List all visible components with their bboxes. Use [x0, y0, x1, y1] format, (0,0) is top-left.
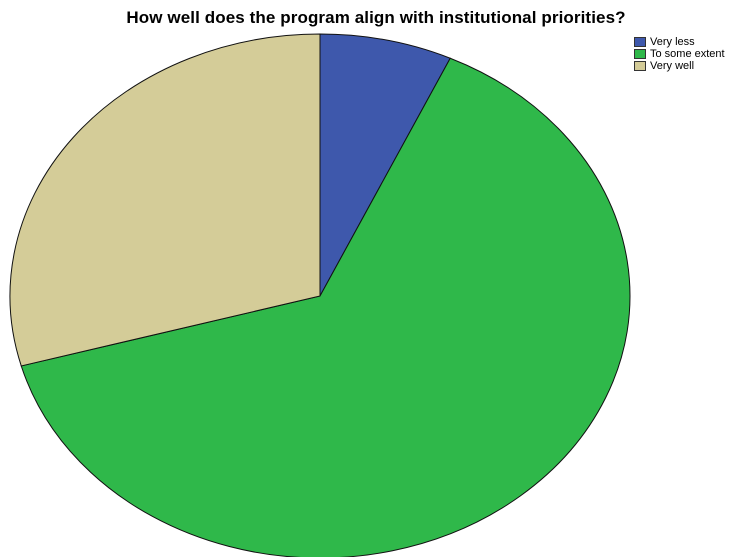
legend-item: Very less	[634, 36, 725, 48]
legend-item: Very well	[634, 60, 725, 72]
pie-slice-very-less	[319, 33, 451, 297]
pie-slice-to-some-extent	[20, 57, 631, 557]
legend-swatch	[634, 37, 646, 47]
chart-title: How well does the program align with ins…	[126, 8, 626, 27]
legend-item: To some extent	[634, 48, 725, 60]
legend-label: Very less	[650, 36, 695, 48]
legend-swatch	[634, 49, 646, 59]
legend-label: To some extent	[650, 48, 725, 60]
legend: Very less To some extent Very well	[634, 36, 725, 72]
legend-label: Very well	[650, 60, 695, 72]
pie-slice-very-well	[9, 33, 321, 367]
legend-swatch	[634, 61, 646, 71]
